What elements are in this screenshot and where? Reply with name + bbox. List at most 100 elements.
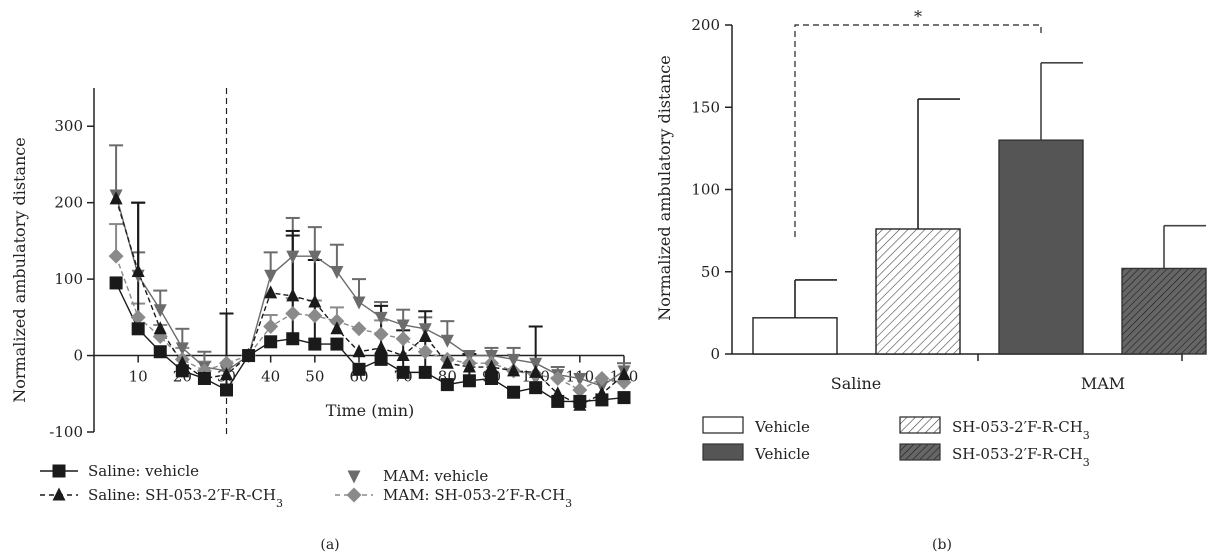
data-point — [396, 365, 410, 379]
data-point — [330, 265, 344, 279]
data-point — [594, 370, 610, 386]
legend-marker — [52, 487, 66, 501]
y-tick-label: 100 — [54, 270, 83, 288]
data-point — [485, 371, 498, 385]
legend-marker — [347, 470, 361, 484]
data-point — [219, 355, 234, 371]
data-point — [308, 337, 322, 351]
legend-label: MAM: SH-053-2′F-R-CH3 — [383, 486, 572, 510]
data-point — [396, 348, 410, 362]
data-point — [352, 362, 366, 376]
data-point — [507, 353, 521, 367]
bar — [752, 317, 838, 355]
data-point — [462, 374, 476, 388]
data-point — [352, 296, 366, 310]
y-tick-label: 100 — [691, 181, 720, 199]
bar-chart-panel: 0 50 100 150 200 Saline MAM Normalized ambulato… — [655, 7, 1207, 553]
data-point — [485, 359, 498, 373]
legend-label: SH-053-2′F-R-CH3 — [952, 418, 1090, 442]
data-point — [417, 344, 433, 360]
data-point — [462, 359, 476, 373]
legend-label: Vehicle — [754, 418, 810, 436]
bar — [998, 139, 1084, 355]
data-point — [573, 372, 587, 386]
legend-label: Vehicle — [754, 445, 810, 463]
data-point — [529, 364, 543, 378]
x-axis-label: Time (min) — [326, 401, 415, 420]
y-tick-label: 300 — [54, 117, 83, 135]
series-line — [115, 194, 625, 387]
x-tick-label: 40 — [261, 368, 280, 386]
data-point — [153, 304, 167, 318]
data-point — [418, 328, 432, 342]
data-point — [418, 365, 432, 379]
bar — [875, 228, 961, 355]
y-axis-label: Normalized ambulatory distance — [10, 137, 29, 402]
data-point — [308, 250, 322, 264]
data-point — [374, 311, 388, 325]
data-point — [220, 383, 233, 397]
data-point — [440, 355, 454, 369]
data-point — [153, 321, 167, 335]
data-point — [286, 332, 300, 346]
y-tick-label: 0 — [73, 347, 83, 365]
data-point — [308, 294, 322, 308]
significance-bracket — [794, 24, 1042, 237]
legend-swatch — [702, 416, 744, 434]
data-point — [395, 331, 411, 347]
data-point — [263, 319, 279, 335]
data-point — [108, 248, 124, 264]
data-point — [374, 340, 388, 354]
legend-marker — [52, 464, 66, 478]
group-label: MAM — [1081, 374, 1125, 393]
data-point — [220, 367, 233, 381]
y-tick-label: 200 — [691, 16, 720, 34]
legend-swatch — [899, 416, 941, 434]
data-point — [507, 385, 521, 399]
data-point — [551, 394, 565, 408]
data-point — [286, 250, 300, 264]
data-point — [507, 363, 521, 377]
data-point — [109, 191, 123, 205]
data-point — [351, 321, 367, 337]
data-point — [352, 344, 366, 358]
legend-label: MAM: vehicle — [383, 467, 488, 485]
significance-marker: * — [914, 7, 922, 26]
data-point — [153, 345, 167, 359]
bar — [1121, 267, 1207, 355]
data-point — [330, 321, 344, 335]
data-point — [109, 276, 123, 290]
y-tick-label: 50 — [701, 263, 720, 281]
data-point — [617, 391, 631, 405]
legend-label: SH-053-2′F-R-CH3 — [952, 445, 1090, 469]
data-point — [307, 308, 323, 324]
data-point — [374, 352, 388, 366]
data-point — [131, 322, 145, 336]
data-point — [529, 381, 543, 395]
data-point — [396, 319, 410, 333]
data-point — [440, 334, 454, 348]
data-point — [373, 326, 389, 342]
data-point — [330, 337, 344, 351]
data-point — [131, 263, 145, 277]
y-tick-label: 200 — [54, 194, 83, 212]
data-point — [264, 285, 278, 299]
line-chart-panel: -100010020030010203040506070809010011012… — [10, 88, 638, 553]
data-point — [617, 367, 631, 381]
y-axis-label: Normalized ambulatory distance — [655, 55, 674, 320]
y-tick-label: -100 — [49, 423, 83, 441]
data-point — [440, 378, 454, 392]
panel-label: (b) — [932, 537, 952, 553]
legend-swatch — [702, 443, 744, 461]
data-point — [286, 288, 300, 302]
data-point — [285, 306, 301, 322]
data-point — [572, 382, 588, 398]
panel-label: (a) — [320, 537, 339, 553]
group-label: Saline — [831, 374, 882, 393]
legend-label: Saline: vehicle — [88, 462, 199, 480]
data-point — [264, 335, 278, 349]
data-point — [197, 371, 211, 385]
data-point — [529, 357, 543, 371]
data-point — [175, 364, 189, 378]
